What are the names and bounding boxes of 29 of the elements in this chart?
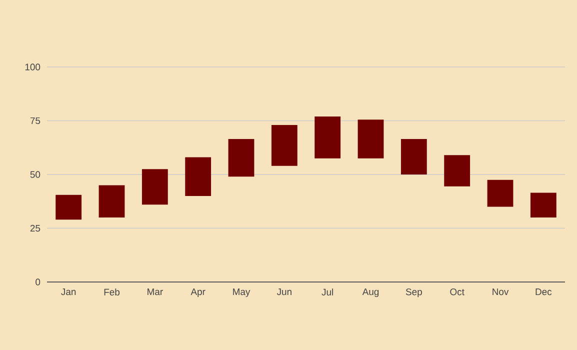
x-tick-label: Sep bbox=[406, 288, 422, 298]
y-tick-label: 25 bbox=[30, 224, 40, 232]
bar bbox=[358, 120, 384, 158]
bar bbox=[56, 194, 82, 220]
x-tick-label: Mar bbox=[148, 288, 163, 296]
x-tick-label: Oct bbox=[450, 288, 464, 296]
x-tick-label: Feb bbox=[104, 288, 120, 296]
bar bbox=[487, 180, 514, 207]
bar bbox=[444, 155, 470, 186]
x-tick-label: May bbox=[233, 288, 250, 297]
y-tick-label: 50 bbox=[30, 171, 40, 178]
x-tick-label: Apr bbox=[190, 288, 206, 297]
bar bbox=[185, 157, 212, 196]
y-tick-label: 75 bbox=[30, 117, 40, 124]
x-tick-label: Nov bbox=[492, 288, 509, 296]
x-tick-label: Dec bbox=[536, 288, 552, 296]
x-tick-label: Jun bbox=[276, 288, 292, 296]
x-tick-label: Aug bbox=[362, 288, 379, 297]
bar bbox=[314, 116, 341, 158]
y-tick-label: 0 bbox=[36, 278, 40, 286]
bar bbox=[530, 192, 556, 218]
x-tick-label: Jul bbox=[322, 288, 333, 296]
bar bbox=[142, 169, 168, 205]
x-tick-label: Jan bbox=[61, 288, 76, 296]
bar bbox=[98, 185, 125, 218]
y-tick-label: 100 bbox=[25, 64, 40, 70]
bar bbox=[228, 139, 254, 177]
bar bbox=[271, 125, 298, 166]
bar bbox=[400, 139, 427, 174]
